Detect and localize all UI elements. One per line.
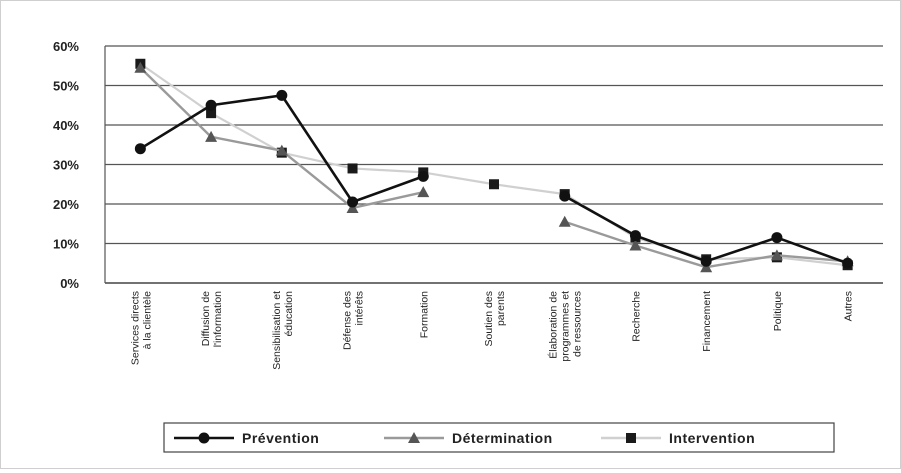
series-0 <box>134 89 854 269</box>
x-tick-label: Élaboration de programmes et de ressources <box>547 291 584 362</box>
x-tick-line: de ressources <box>572 291 584 357</box>
point-marker <box>842 257 854 269</box>
x-tick-line: à la clientèle <box>141 291 153 350</box>
y-tick-label: 60% <box>53 39 79 54</box>
y-tick-label: 0% <box>60 276 79 291</box>
point-marker <box>276 89 288 101</box>
point-marker <box>198 432 210 444</box>
y-tick-label: 30% <box>53 158 79 173</box>
y-tick-label: 50% <box>53 79 79 94</box>
y-tick-label: 10% <box>53 237 79 252</box>
x-tick-line: intérêts <box>354 291 366 325</box>
point-marker <box>558 215 571 227</box>
x-tick-line: programmes et <box>560 291 572 362</box>
point-marker <box>559 190 571 202</box>
x-tick-line: Soutien des <box>483 291 495 346</box>
y-tick-label: 20% <box>53 197 79 212</box>
y-tick-label: 40% <box>53 118 79 133</box>
x-tick-label: Diffusion de l'information <box>200 291 224 347</box>
series-1 <box>134 61 854 273</box>
x-tick-label: Financement <box>701 291 713 352</box>
x-tick-line: Financement <box>701 291 713 352</box>
series-layer <box>134 58 854 273</box>
x-tick-label: Formation <box>418 291 430 338</box>
x-tick-line: Recherche <box>630 291 642 342</box>
point-marker <box>626 433 636 443</box>
x-tick-line: l'information <box>212 291 224 347</box>
point-marker <box>134 143 146 155</box>
x-axis-ticks: Services directs à la clientèle Diffusion … <box>129 291 854 370</box>
x-tick-label: Politique <box>772 291 784 331</box>
x-tick-line: Politique <box>772 291 784 331</box>
x-tick-label: Autres <box>843 291 855 321</box>
legend-item: Prévention <box>174 430 319 446</box>
point-marker <box>629 239 642 251</box>
point-marker <box>771 232 783 244</box>
point-marker <box>700 255 712 267</box>
legend-label: Intervention <box>669 430 755 446</box>
series-line <box>564 194 849 265</box>
point-marker <box>629 230 641 242</box>
x-tick-label: Recherche <box>630 291 642 342</box>
x-tick-line: éducation <box>283 291 295 337</box>
series-line <box>139 66 424 210</box>
point-marker <box>489 179 499 190</box>
point-marker <box>275 144 288 156</box>
x-tick-line: Défense des <box>342 291 354 350</box>
point-marker <box>417 186 430 198</box>
point-marker <box>770 249 783 261</box>
x-tick-line: Élaboration de <box>547 291 560 359</box>
x-tick-line: Diffusion de <box>200 291 212 346</box>
point-marker <box>408 432 420 443</box>
x-tick-line: Autres <box>843 291 855 321</box>
x-tick-label: Sensibilisation et éducation <box>271 291 295 370</box>
legend-item: Détermination <box>384 430 553 446</box>
legend-box <box>163 422 835 453</box>
x-tick-line: Formation <box>418 291 430 338</box>
point-marker <box>417 170 429 182</box>
grid-lines <box>104 45 883 284</box>
x-tick-label: Défense des intérêts <box>342 291 366 350</box>
x-tick-label: Soutien des parents <box>483 291 507 346</box>
legend-label: Prévention <box>242 430 319 446</box>
x-tick-line: parents <box>495 291 507 326</box>
y-axis-ticks: 0% 10% 20% 30% 40% 50% 60% <box>53 39 79 291</box>
point-marker <box>206 108 217 119</box>
point-marker <box>134 61 147 73</box>
point-marker <box>205 99 217 111</box>
legend-label: Détermination <box>452 430 553 446</box>
x-tick-label: Services directs à la clientèle <box>129 291 153 365</box>
legend: Prévention Détermination Intervention <box>163 422 835 453</box>
x-tick-line: Services directs <box>129 291 141 365</box>
legend-item: Intervention <box>601 430 755 446</box>
point-marker <box>205 130 218 142</box>
point-marker <box>347 163 358 174</box>
x-tick-line: Sensibilisation et <box>271 291 283 370</box>
point-marker <box>347 196 359 208</box>
